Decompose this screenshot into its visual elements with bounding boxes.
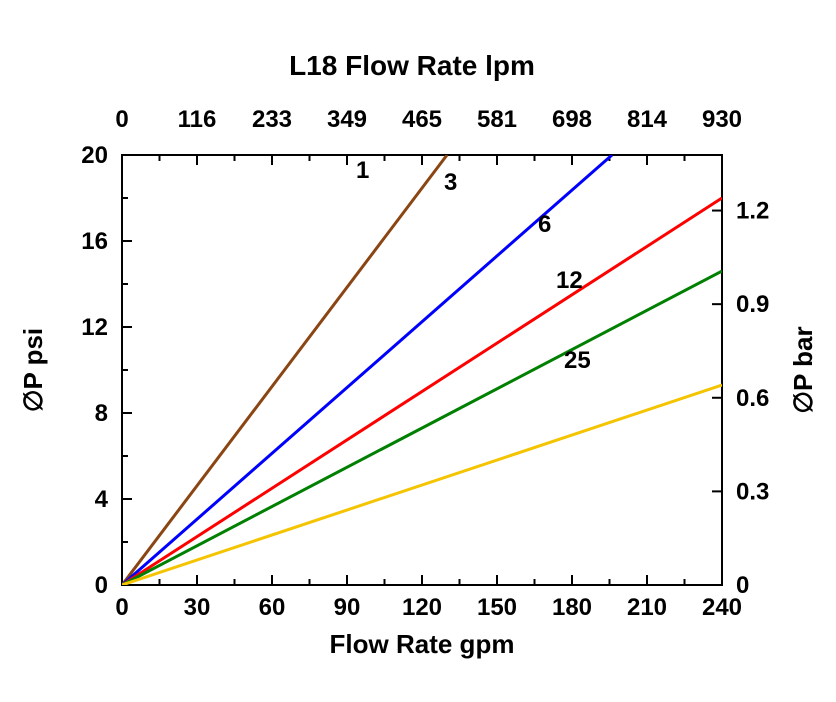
y-right-tick-label: 0 [736,572,749,599]
y-left-tick-label: 20 [81,142,108,169]
x-bottom-tick-label: 90 [334,594,361,621]
y-left-tick-label: 4 [95,486,109,513]
x-top-tick-label: 930 [702,106,742,133]
x-top-tick-label: 0 [115,106,128,133]
x-bottom-tick-label: 180 [552,594,592,621]
series-label-6: 6 [538,211,551,238]
series-label-25: 25 [564,347,591,374]
series-label-3: 3 [444,169,457,196]
x-top-tick-label: 581 [477,106,517,133]
x-top-tick-label: 233 [252,106,292,133]
series-label-12: 12 [556,267,583,294]
series-line-6 [122,198,722,585]
x-bottom-tick-label: 60 [259,594,286,621]
y-right-tick-label: 0.6 [736,385,769,412]
y-left-axis-title: ∅P psi [18,328,48,412]
x-bottom-tick-label: 30 [184,594,211,621]
x-top-tick-label: 698 [552,106,592,133]
x-top-tick-label: 349 [327,106,367,133]
x-top-tick-label: 814 [627,106,668,133]
plot-border [122,155,722,585]
y-right-tick-label: 0.9 [736,291,769,318]
series-line-12 [122,271,722,585]
flow-rate-chart: L18 Flow Rate lpm0306090120150180210240F… [0,0,836,702]
chart-svg: L18 Flow Rate lpm0306090120150180210240F… [0,0,836,702]
x-top-tick-label: 465 [402,106,442,133]
series-label-1: 1 [356,157,369,184]
x-bottom-tick-label: 120 [402,594,442,621]
x-bottom-tick-label: 210 [627,594,667,621]
y-left-tick-label: 16 [81,228,108,255]
x-bottom-axis-title: Flow Rate gpm [330,629,515,659]
y-left-tick-label: 0 [95,572,108,599]
y-right-axis-title: ∅P bar [788,326,818,413]
series-line-25 [122,385,722,585]
y-right-tick-label: 0.3 [736,478,769,505]
x-top-tick-label: 116 [178,106,217,133]
series-line-1 [122,155,447,585]
chart-title: L18 Flow Rate lpm [289,50,535,81]
y-left-tick-label: 8 [95,400,108,427]
x-bottom-tick-label: 150 [477,594,517,621]
y-right-tick-label: 1.2 [736,198,769,225]
y-left-tick-label: 12 [81,314,108,341]
x-bottom-tick-label: 0 [115,594,128,621]
